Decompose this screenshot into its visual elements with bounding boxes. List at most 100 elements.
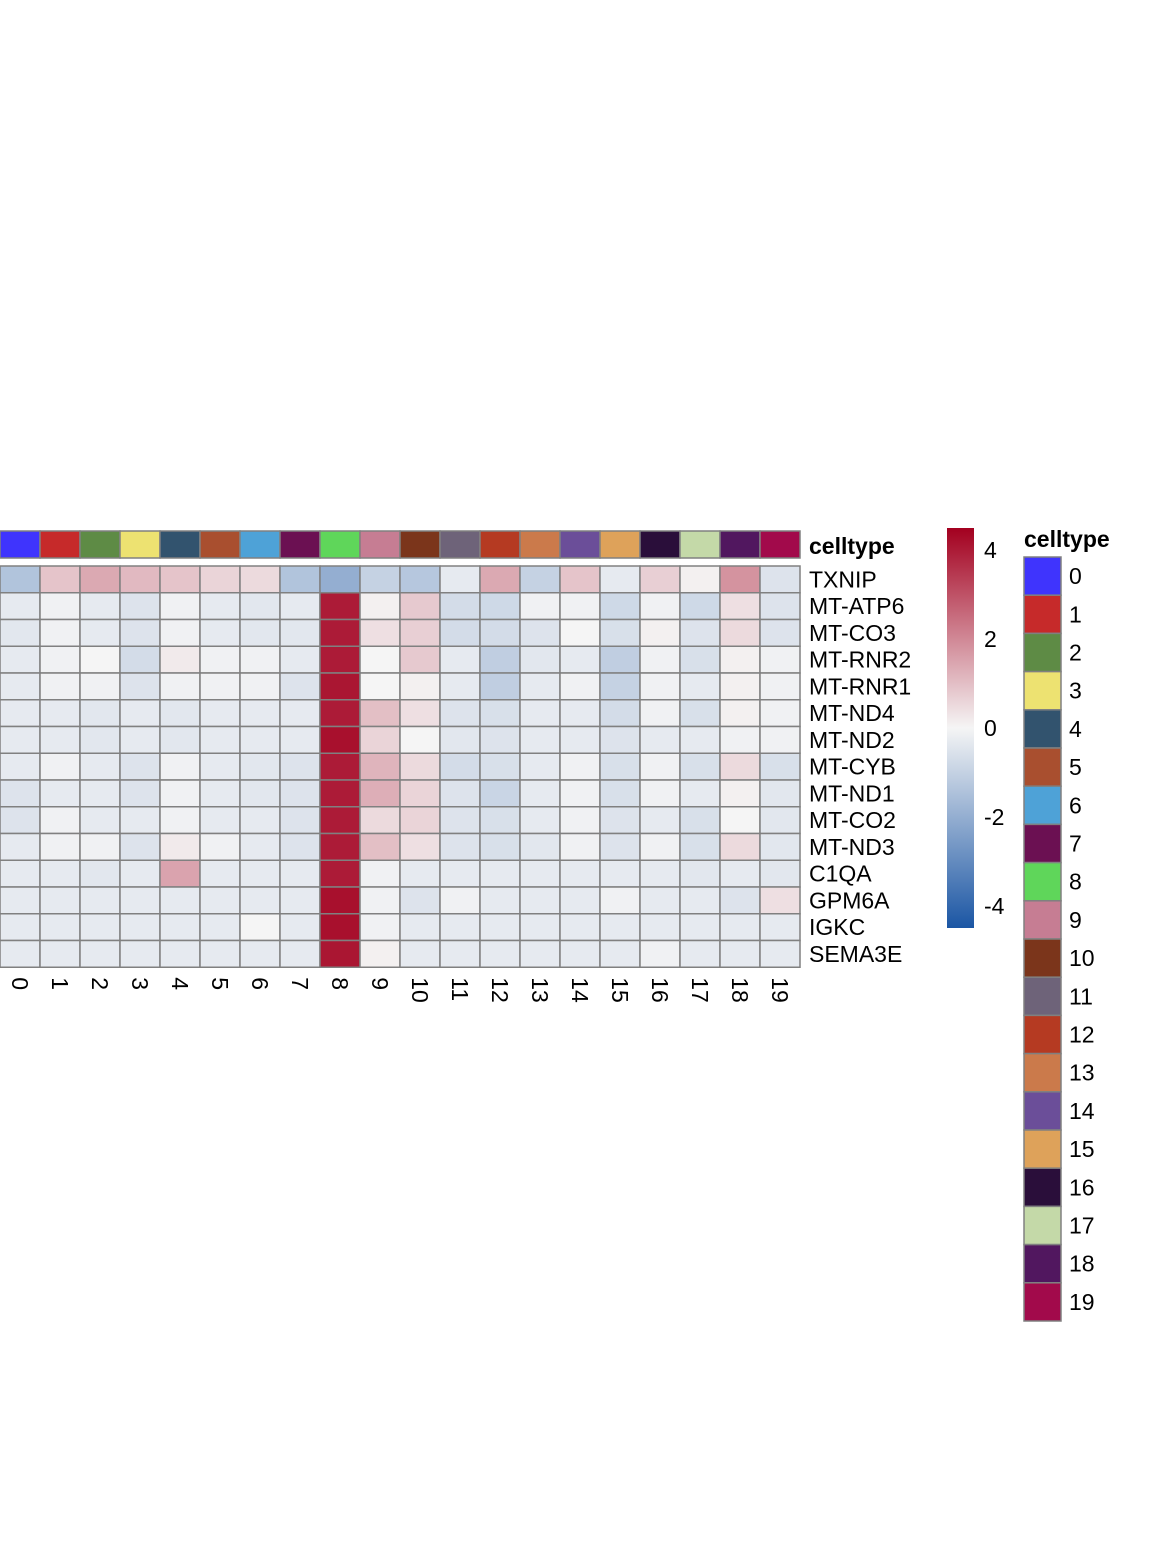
heatmap-cell	[679, 645, 721, 674]
heatmap-cell	[319, 672, 361, 701]
heatmap-cell	[719, 859, 761, 888]
heatmap-cell	[79, 725, 121, 754]
heatmap-cell	[519, 672, 561, 701]
heatmap-cell	[0, 752, 41, 781]
heatmap-cell	[119, 725, 161, 754]
heatmap-cell	[719, 699, 761, 728]
heatmap-cell	[759, 806, 801, 835]
heatmap-cell	[759, 699, 801, 728]
legend-label: 17	[1069, 1213, 1095, 1239]
heatmap-cell	[319, 645, 361, 674]
heatmap-cell	[719, 752, 761, 781]
heatmap-cell	[0, 886, 41, 915]
row-label: MT-RNR2	[809, 647, 911, 673]
heatmap-cell	[479, 645, 521, 674]
heatmap-cell	[199, 939, 241, 968]
heatmap-cell	[119, 618, 161, 647]
annotation-cell-6	[239, 530, 281, 559]
heatmap-cell	[159, 939, 201, 968]
legend-swatch-7	[1023, 823, 1062, 864]
heatmap-cell	[559, 752, 601, 781]
row-label: MT-ND1	[809, 780, 895, 806]
heatmap-cell	[519, 565, 561, 594]
celltype-annotation-bar	[0, 530, 801, 559]
heatmap-cell	[559, 886, 601, 915]
heatmap-cell	[479, 592, 521, 621]
heatmap-cell	[679, 806, 721, 835]
heatmap-cell	[519, 913, 561, 942]
row-label: MT-RNR1	[809, 673, 911, 699]
heatmap-cell	[239, 939, 281, 968]
colorbar-tick-label: -4	[984, 893, 1005, 919]
legend-swatch-12	[1023, 1014, 1062, 1055]
heatmap-cells	[0, 565, 801, 968]
column-label: 8	[327, 977, 353, 990]
heatmap-cell	[719, 618, 761, 647]
legend-label: 13	[1069, 1060, 1095, 1086]
heatmap-cell	[759, 592, 801, 621]
heatmap-cell	[359, 806, 401, 835]
heatmap-cell	[319, 699, 361, 728]
heatmap-cell	[199, 699, 241, 728]
column-label: 17	[687, 977, 713, 1003]
heatmap-cell	[279, 699, 321, 728]
heatmap-cell	[759, 859, 801, 888]
heatmap-cell	[39, 832, 81, 861]
heatmap-cell	[399, 725, 441, 754]
heatmap-cell	[759, 618, 801, 647]
heatmap-cell	[159, 565, 201, 594]
legend-swatch-4	[1023, 709, 1062, 749]
legend-label: 0	[1069, 563, 1082, 589]
heatmap-cell	[39, 859, 81, 888]
heatmap-cell	[119, 645, 161, 674]
colorbar-tick-label: 2	[984, 626, 997, 652]
heatmap-cell	[599, 859, 641, 888]
annotation-cell-17	[679, 530, 721, 559]
heatmap-cell	[639, 806, 681, 835]
heatmap-cell	[559, 859, 601, 888]
legend-swatch-5	[1023, 747, 1062, 787]
heatmap-cell	[39, 913, 81, 942]
heatmap-cell	[439, 806, 481, 835]
annotation-cell-12	[479, 530, 521, 559]
column-label: 10	[407, 977, 433, 1003]
heatmap-cell	[519, 725, 561, 754]
legend-swatch-15	[1023, 1129, 1062, 1169]
heatmap-cell	[359, 886, 401, 915]
heatmap-cell	[319, 832, 361, 861]
heatmap-cell	[559, 725, 601, 754]
legend-label: 18	[1069, 1251, 1095, 1277]
heatmap-cell	[719, 725, 761, 754]
heatmap-cell	[439, 832, 481, 861]
heatmap-cell	[519, 592, 561, 621]
heatmap-cell	[79, 699, 121, 728]
heatmap-cell	[759, 672, 801, 701]
heatmap-cell	[599, 645, 641, 674]
heatmap-cell	[559, 645, 601, 674]
heatmap-cell	[119, 592, 161, 621]
row-label: IGKC	[809, 914, 865, 940]
column-label: 5	[207, 977, 233, 990]
legend-label: 8	[1069, 869, 1082, 895]
heatmap-cell	[199, 725, 241, 754]
annotation-cell-4	[159, 530, 201, 559]
heatmap-cell	[719, 939, 761, 968]
column-label: 1	[47, 977, 73, 990]
heatmap-cell	[519, 806, 561, 835]
column-label: 12	[487, 977, 513, 1003]
heatmap-cell	[279, 779, 321, 808]
annotation-cell-9	[359, 530, 401, 559]
heatmap-cell	[359, 752, 401, 781]
heatmap-cell	[679, 699, 721, 728]
column-label: 13	[527, 977, 553, 1003]
heatmap-cell	[519, 779, 561, 808]
heatmap-cell	[639, 779, 681, 808]
heatmap-cell	[559, 699, 601, 728]
legend-swatch-3	[1023, 670, 1062, 711]
heatmap-cell	[119, 859, 161, 888]
heatmap-cell	[639, 859, 681, 888]
heatmap-cell	[279, 618, 321, 647]
heatmap-cell	[439, 779, 481, 808]
heatmap-cell	[519, 939, 561, 968]
